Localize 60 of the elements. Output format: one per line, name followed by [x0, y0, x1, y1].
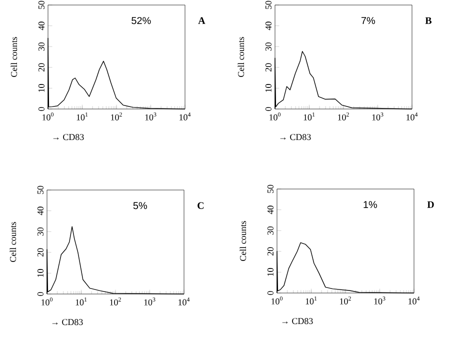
x-tick-label: 10$^{1}$ — [76, 298, 87, 306]
y-tick-label: 10 — [265, 84, 272, 92]
y-tick-label: 0 — [38, 107, 44, 111]
text: B — [425, 17, 432, 24]
x-axis-title: → CD83 — [53, 134, 84, 140]
x-tick-label: 10$^{1}$ — [76, 112, 88, 120]
y-axis-title: Cell counts — [10, 222, 16, 262]
x-tick-label: 10$^{4}$ — [406, 112, 418, 120]
text: D — [427, 201, 434, 208]
annotation: 7% — [361, 17, 376, 24]
x-tick-label: 10$^{3}$ — [145, 112, 156, 120]
y-tick-label: 10 — [267, 268, 274, 276]
x-tick-label: 10$^{2}$ — [338, 112, 349, 120]
y-tick-label: 20 — [38, 63, 44, 72]
x-tick-label: 10$^{0}$ — [270, 112, 281, 120]
x-tick-label: 10$^{4}$ — [180, 112, 191, 120]
x-tick-label: 10$^{3}$ — [374, 296, 386, 304]
y-tick-label: 0 — [37, 292, 44, 296]
y-tick-label: 40 — [38, 22, 44, 30]
y-tick-label: 20 — [37, 248, 44, 256]
x-axis-title: → CD83 — [282, 318, 313, 324]
text: C — [198, 202, 204, 209]
y-tick-label: 30 — [267, 226, 274, 235]
x-tick-label: 10$^{1}$ — [304, 112, 315, 120]
annotation: 1% — [364, 201, 378, 208]
y-tick-label: 50 — [265, 0, 272, 9]
x-tick-label: 10$^{4}$ — [408, 296, 420, 304]
x-axis-title: → CD83 — [280, 134, 311, 140]
y-tick-label: 30 — [37, 227, 44, 236]
x-axis-title: → CD83 — [52, 319, 83, 326]
y-tick-label: 40 — [267, 206, 274, 214]
y-axis-title: Cell counts — [240, 221, 246, 261]
y-tick-label: 50 — [267, 184, 274, 193]
y-tick-label: 40 — [37, 206, 44, 216]
x-tick-label: 10$^{1}$ — [306, 296, 317, 304]
y-tick-label: 30 — [38, 42, 44, 51]
x-tick-label: 10$^{0}$ — [272, 296, 283, 304]
x-tick-label: 10$^{2}$ — [110, 298, 121, 306]
annotation: 52% — [132, 17, 151, 24]
x-tick-label: 10$^{2}$ — [111, 112, 122, 120]
x-tick-label: 10$^{0}$ — [42, 112, 54, 120]
y-tick-label: 0 — [265, 107, 272, 111]
x-tick-label: 10$^{0}$ — [42, 298, 53, 306]
x-tick-label: 10$^{4}$ — [178, 298, 190, 306]
y-tick-label: 10 — [38, 84, 44, 92]
x-tick-label: 10$^{3}$ — [372, 112, 384, 120]
y-tick-label: 20 — [265, 63, 272, 72]
y-axis-title: Cell counts — [238, 37, 244, 77]
x-tick-label: 10$^{2}$ — [340, 296, 351, 304]
y-tick-label: 0 — [267, 291, 274, 295]
annotation: 5% — [133, 202, 148, 210]
y-tick-label: 30 — [265, 42, 272, 51]
y-tick-label: 10 — [37, 269, 44, 277]
y-tick-label: 40 — [265, 22, 272, 30]
y-tick-label: 50 — [37, 186, 44, 194]
x-tick-label: 10$^{3}$ — [144, 298, 156, 306]
text: A — [198, 17, 206, 24]
y-tick-label: 20 — [267, 247, 274, 256]
y-tick-label: 50 — [38, 0, 44, 9]
y-axis-title: Cell counts — [10, 37, 18, 77]
